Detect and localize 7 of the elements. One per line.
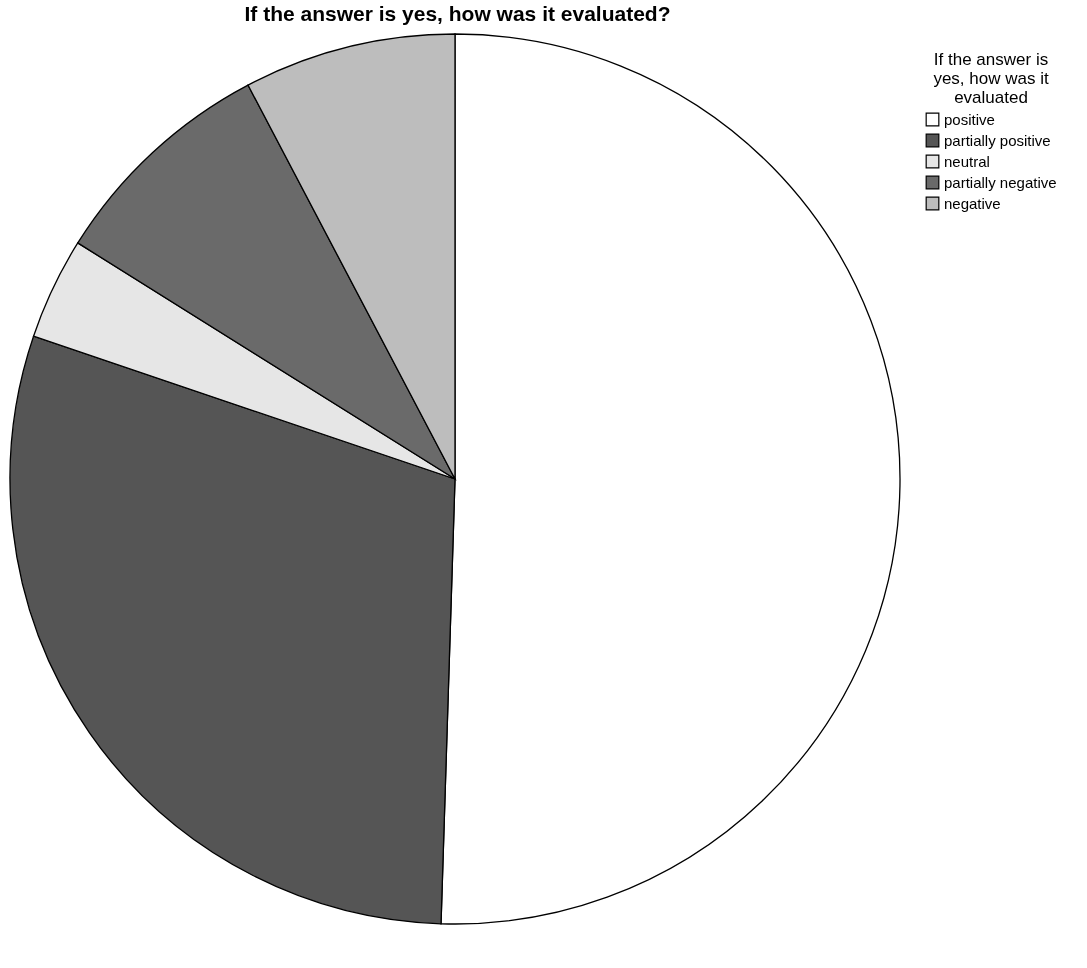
legend-label: partially negative [944, 173, 1057, 191]
legend-label: positive [944, 110, 995, 128]
legend-label: partially positive [944, 131, 1051, 149]
chart-title: If the answer is yes, how was it evaluated? [244, 2, 671, 26]
legend-label: neutral [944, 152, 990, 170]
legend-title: If the answer is yes, how was it evaluated [933, 50, 1049, 107]
legend-label: negative [944, 194, 1001, 212]
